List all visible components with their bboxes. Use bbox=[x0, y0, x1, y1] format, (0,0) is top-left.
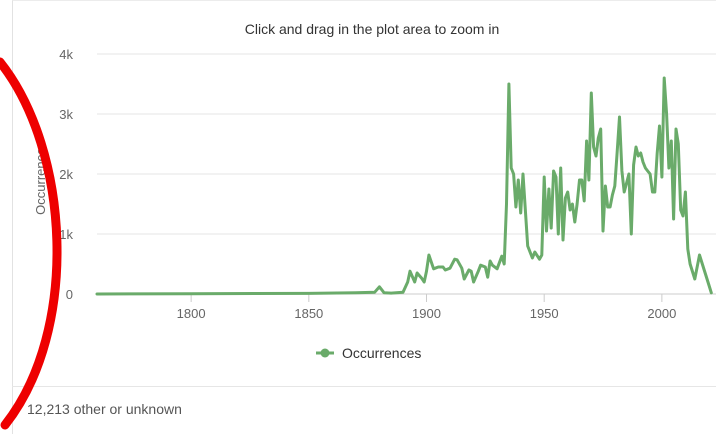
x-tick-label: 1800 bbox=[177, 306, 206, 321]
y-tick-label: 2k bbox=[59, 167, 73, 182]
y-tick-label: 3k bbox=[59, 107, 73, 122]
series-line-occurrences[interactable] bbox=[95, 76, 713, 296]
x-tick-label: 1900 bbox=[412, 306, 441, 321]
legend-label[interactable]: Occurrences bbox=[342, 345, 421, 361]
chart-card bbox=[12, 0, 716, 434]
axes: 0 1k 2k 3k 4k 1800 1850 1900 1950 2000 bbox=[59, 47, 716, 321]
y-axis-label: Occurrences bbox=[33, 141, 48, 215]
x-tick-label: 1850 bbox=[294, 306, 323, 321]
footer-divider bbox=[12, 386, 716, 387]
chart-subtitle: Click and drag in the plot area to zoom … bbox=[245, 21, 499, 37]
legend[interactable]: Occurrences bbox=[316, 345, 421, 361]
x-tick-label: 1950 bbox=[530, 306, 559, 321]
y-tick-label: 0 bbox=[66, 287, 73, 302]
other-unknown-note: 12,213 other or unknown bbox=[27, 401, 182, 417]
y-tick-label: 1k bbox=[59, 227, 73, 242]
y-tick-label: 4k bbox=[59, 47, 73, 62]
series-layer[interactable] bbox=[95, 76, 713, 296]
legend-marker-dot bbox=[320, 348, 330, 358]
x-tick-label: 2000 bbox=[647, 306, 676, 321]
